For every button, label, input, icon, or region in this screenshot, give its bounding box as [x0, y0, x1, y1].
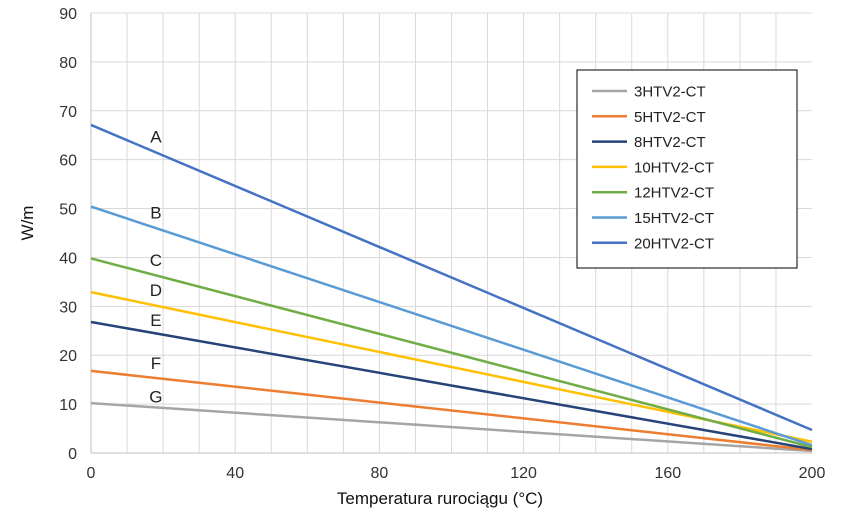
y-tick-label: 40 — [59, 250, 77, 267]
series-line-8HTV2-CT — [90, 320, 813, 451]
x-tick-label: 40 — [226, 465, 244, 482]
series-lines — [90, 123, 813, 453]
legend-entry-label: 8HTV2-CT — [634, 134, 706, 151]
x-axis-title: Temperatura rurociągu (°C) — [337, 489, 543, 508]
legend-box — [576, 69, 798, 269]
x-tick-label: 80 — [371, 465, 389, 482]
curve-labels: A B CDE FG — [149, 128, 162, 407]
legend-entry-label: 10HTV2-CT — [634, 159, 714, 176]
legend-entry-label: 12HTV2-CT — [634, 185, 714, 202]
x-tick-label: 160 — [654, 465, 681, 482]
legend-entry-label: 5HTV2-CT — [634, 109, 706, 126]
series-line-15HTV2-CT — [90, 205, 813, 447]
y-tick-label: 0 — [68, 446, 77, 463]
y-tick-label: 60 — [59, 153, 77, 170]
legend-entry-label: 3HTV2-CT — [634, 84, 706, 101]
y-tick-label: 30 — [59, 299, 77, 316]
y-tick-label: 20 — [59, 348, 77, 365]
y-tick-label: 80 — [59, 55, 77, 72]
x-tick-label: 200 — [799, 465, 826, 482]
series-line-5HTV2-CT — [90, 369, 813, 452]
tick-labels: 0 10 20 30 40 50 60 70 80 90 0 40 80 120 160 200 — [59, 6, 825, 482]
series-line-12HTV2-CT — [90, 257, 813, 449]
legend-entry-label: 15HTV2-CT — [634, 210, 714, 227]
series-line-20HTV2-CT — [90, 123, 813, 432]
curve-label-B: B — [150, 203, 161, 222]
y-tick-label: 90 — [59, 6, 77, 23]
axes — [90, 13, 812, 454]
curve-label-G: G — [149, 388, 162, 407]
curve-label-A: A — [150, 128, 162, 147]
y-tick-label: 10 — [59, 397, 77, 414]
curve-label-C: C — [150, 251, 162, 270]
y-axis-title: W/m — [18, 206, 37, 241]
y-tick-label: 50 — [59, 202, 77, 219]
x-tick-label: 0 — [87, 465, 96, 482]
curve-label-E: E — [150, 311, 161, 330]
legend-entry-label: 20HTV2-CT — [634, 235, 714, 252]
curve-label-D: D — [150, 281, 162, 300]
x-tick-label: 120 — [510, 465, 537, 482]
legend: 3HTV2-CT 5HTV2-CT 8HTV2-CT 10HTV2-CT 12HTV2-… — [576, 69, 798, 269]
y-tick-label: 70 — [59, 104, 77, 121]
curve-label-F: F — [151, 354, 161, 373]
series-line-3HTV2-CT — [90, 401, 813, 453]
